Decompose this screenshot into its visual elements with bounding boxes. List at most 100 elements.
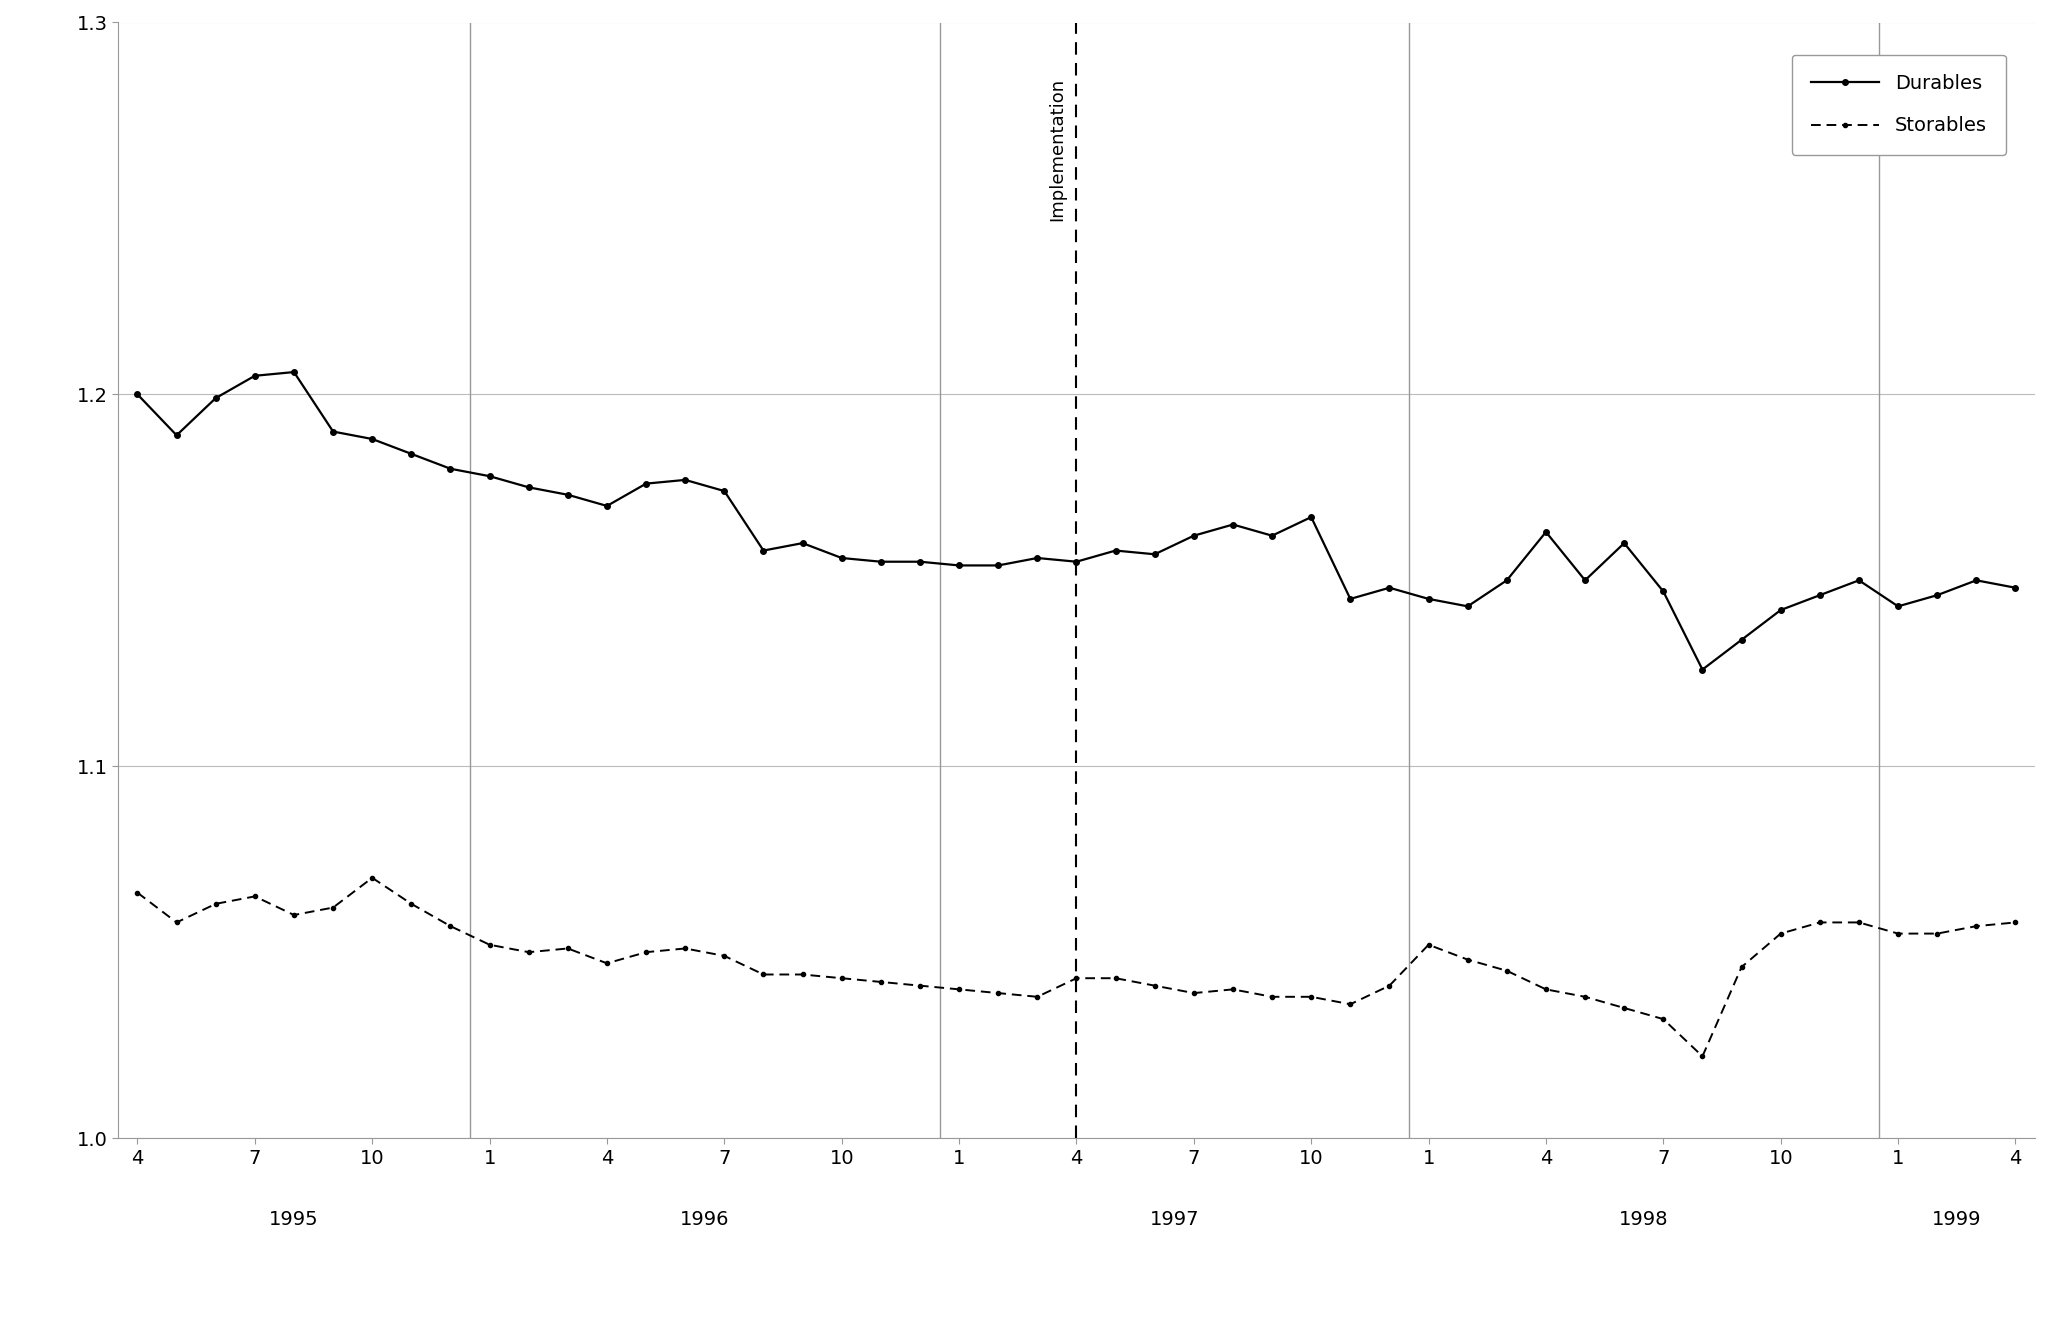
Storables	[1181, 985, 1205, 1001]
Storables	[1456, 951, 1480, 967]
Storables	[125, 884, 150, 900]
Durables	[1181, 527, 1205, 543]
Durables	[1769, 602, 1794, 618]
Storables	[1300, 989, 1324, 1005]
Durables	[1611, 535, 1636, 551]
Durables	[750, 542, 775, 558]
Durables	[125, 387, 150, 403]
Storables	[1611, 999, 1636, 1016]
Durables	[439, 460, 463, 476]
Text: 1998: 1998	[1620, 1211, 1669, 1230]
Storables	[1886, 926, 1911, 942]
Durables	[361, 431, 385, 447]
Line: Storables: Storables	[135, 876, 2017, 1058]
Durables	[2003, 579, 2027, 595]
Storables	[1103, 970, 1128, 986]
Durables	[986, 558, 1011, 574]
Storables	[869, 974, 894, 990]
Storables	[164, 914, 189, 930]
Durables	[320, 424, 344, 440]
Text: 1996: 1996	[681, 1211, 730, 1230]
Durables	[1456, 598, 1480, 614]
Storables	[1689, 1048, 1714, 1064]
Durables	[1378, 579, 1402, 595]
Durables	[478, 468, 502, 484]
Durables	[1025, 550, 1050, 566]
Text: 1999: 1999	[1931, 1211, 1982, 1230]
Storables	[1847, 914, 1872, 930]
Durables	[672, 472, 697, 488]
Durables	[242, 368, 266, 384]
Durables	[1650, 583, 1675, 599]
Storables	[986, 985, 1011, 1001]
Durables	[830, 550, 855, 566]
Storables	[361, 870, 385, 886]
Storables	[1025, 989, 1050, 1005]
Durables	[1339, 591, 1363, 607]
Durables	[1572, 573, 1597, 589]
Durables	[1220, 516, 1244, 533]
Storables	[478, 937, 502, 953]
Storables	[1964, 918, 1988, 934]
Durables	[1689, 661, 1714, 677]
Storables	[830, 970, 855, 986]
Storables	[947, 981, 972, 997]
Storables	[320, 899, 344, 915]
Storables	[1220, 981, 1244, 997]
Storables	[791, 966, 816, 982]
Storables	[1494, 963, 1519, 979]
Storables	[633, 945, 658, 961]
Text: 1995: 1995	[269, 1211, 320, 1230]
Storables	[1533, 981, 1558, 997]
Durables	[1964, 573, 1988, 589]
Durables	[869, 554, 894, 570]
Storables	[1925, 926, 1950, 942]
Storables	[1572, 989, 1597, 1005]
Storables	[556, 941, 580, 957]
Storables	[281, 907, 305, 923]
Durables	[1533, 524, 1558, 541]
Durables	[633, 475, 658, 491]
Durables	[1103, 542, 1128, 558]
Durables	[711, 483, 736, 499]
Durables	[1808, 587, 1833, 603]
Storables	[908, 978, 933, 994]
Storables	[242, 888, 266, 904]
Storables	[1064, 970, 1089, 986]
Durables	[517, 479, 541, 495]
Durables	[203, 391, 228, 407]
Storables	[203, 896, 228, 913]
Durables	[1847, 573, 1872, 589]
Legend: Durables, Storables: Durables, Storables	[1792, 55, 2007, 155]
Durables	[1886, 598, 1911, 614]
Durables	[400, 446, 424, 462]
Storables	[400, 896, 424, 913]
Durables	[1261, 527, 1285, 543]
Storables	[594, 955, 619, 971]
Storables	[1142, 978, 1166, 994]
Storables	[1378, 978, 1402, 994]
Text: 1997: 1997	[1150, 1211, 1199, 1230]
Line: Durables: Durables	[135, 369, 2017, 672]
Storables	[711, 947, 736, 963]
Storables	[1808, 914, 1833, 930]
Durables	[556, 487, 580, 503]
Storables	[750, 966, 775, 982]
Storables	[439, 918, 463, 934]
Durables	[1300, 508, 1324, 524]
Storables	[1769, 926, 1794, 942]
Storables	[517, 945, 541, 961]
Durables	[594, 498, 619, 514]
Durables	[1730, 632, 1755, 648]
Storables	[1417, 937, 1441, 953]
Durables	[908, 554, 933, 570]
Storables	[1730, 959, 1755, 975]
Durables	[164, 427, 189, 443]
Durables	[1417, 591, 1441, 607]
Durables	[1925, 587, 1950, 603]
Durables	[1064, 554, 1089, 570]
Storables	[1339, 997, 1363, 1013]
Durables	[1494, 573, 1519, 589]
Storables	[672, 941, 697, 957]
Durables	[281, 364, 305, 380]
